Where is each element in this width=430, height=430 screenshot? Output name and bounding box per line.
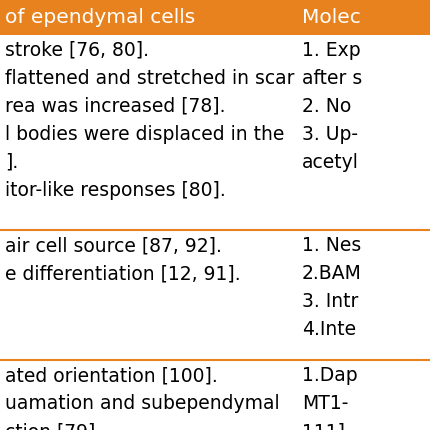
Text: 111].: 111]. (302, 422, 351, 430)
Text: e differentiation [12, 91].: e differentiation [12, 91]. (5, 264, 241, 283)
Text: flattened and stretched in scar: flattened and stretched in scar (5, 69, 295, 88)
Text: Molec: Molec (302, 8, 361, 27)
Text: rea was increased [78].: rea was increased [78]. (5, 97, 225, 116)
Text: itor-like responses [80].: itor-like responses [80]. (5, 181, 226, 200)
Text: 2.BAM: 2.BAM (302, 264, 362, 283)
Text: 1. Nes: 1. Nes (302, 236, 361, 255)
Text: after s: after s (302, 69, 362, 88)
Text: ction [79].: ction [79]. (5, 422, 101, 430)
Text: stroke [76, 80].: stroke [76, 80]. (5, 41, 149, 60)
Bar (0, 230, 430, 360)
Text: ].: ]. (5, 153, 18, 172)
Text: 3. Intr: 3. Intr (302, 292, 358, 311)
Text: 1. Exp: 1. Exp (302, 41, 361, 60)
Text: of ependymal cells: of ependymal cells (5, 8, 195, 27)
Text: ated orientation [100].: ated orientation [100]. (5, 366, 218, 385)
Bar (0, 360, 430, 430)
Text: 1.Dap: 1.Dap (302, 366, 358, 385)
Text: 3. Up-: 3. Up- (302, 125, 358, 144)
Text: l bodies were displaced in the: l bodies were displaced in the (5, 125, 284, 144)
Bar (0, 35, 430, 230)
Text: acetyl: acetyl (302, 153, 359, 172)
Text: air cell source [87, 92].: air cell source [87, 92]. (5, 236, 222, 255)
Text: uamation and subependymal: uamation and subependymal (5, 394, 280, 413)
Text: 4.Inte: 4.Inte (302, 320, 356, 339)
Text: MT1-: MT1- (302, 394, 348, 413)
Bar (0, 0, 430, 35)
Text: 2. No: 2. No (302, 97, 351, 116)
